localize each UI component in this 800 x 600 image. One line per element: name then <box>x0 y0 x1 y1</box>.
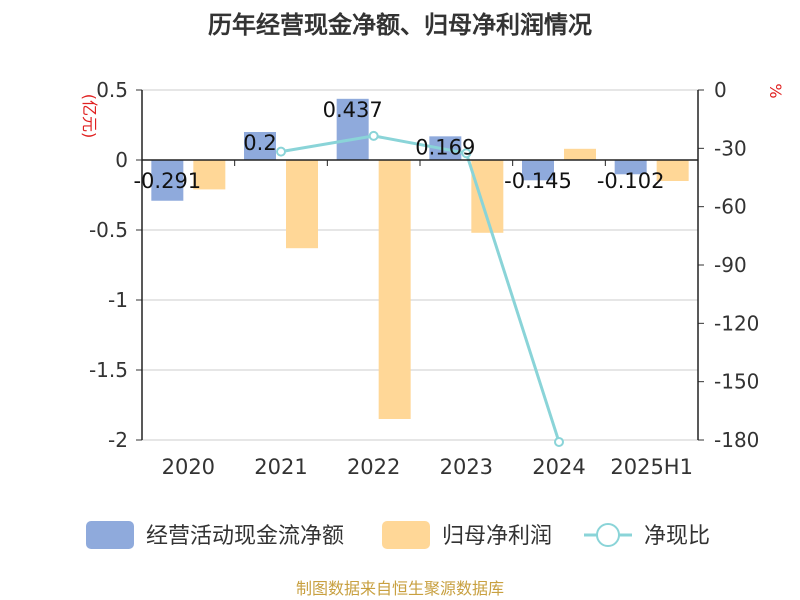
ratio-line <box>276 130 564 447</box>
ratio-point <box>461 148 472 159</box>
right-tick-label: -90 <box>714 253 747 277</box>
bars <box>151 98 689 419</box>
data-labels: -0.291 0.2 0.437 0.169 -0.145 -0.102 <box>133 98 664 193</box>
bar-cashflow <box>336 98 369 160</box>
legend-net-profit-text: 归母净利润 <box>442 524 552 549</box>
left-tick-label: -2 <box>108 428 128 452</box>
left-tick-label: -1.5 <box>89 358 128 382</box>
ratio-point <box>554 436 564 447</box>
left-tick-label: 0.5 <box>96 78 128 102</box>
left-tick-label: -0.5 <box>89 218 128 242</box>
category-label: 2023 <box>440 455 493 479</box>
ratio-polyline <box>280 134 561 443</box>
x-axis-categories: 2020 2021 2022 2023 2024 2025H1 <box>162 455 693 479</box>
ratio-point <box>276 146 286 157</box>
bar-net-profit <box>286 160 318 249</box>
legend-ratio-swatch-marker <box>596 523 620 547</box>
right-axis-ticks: 0 -30 -60 -90 -120 -150 -180 <box>698 78 759 452</box>
bar-cashflow <box>151 160 184 201</box>
cashflow-data-label: 0.2 <box>243 131 276 155</box>
category-label: 2024 <box>532 455 585 479</box>
right-tick-label: -180 <box>714 428 759 452</box>
legend-cashflow-text: 经营活动现金流净额 <box>146 524 344 549</box>
right-tick-label: -30 <box>714 136 747 160</box>
cashflow-data-label: -0.291 <box>133 169 201 193</box>
category-label: 2025H1 <box>610 455 693 479</box>
bar-net-profit <box>378 160 411 419</box>
bar-cashflow <box>614 160 647 175</box>
ratio-point <box>368 130 379 141</box>
bar-net-profit <box>656 160 689 181</box>
source-note: 制图数据来自恒生聚源数据库 <box>296 579 504 598</box>
cashflow-data-label: 0.437 <box>323 98 383 122</box>
category-label: 2021 <box>254 455 307 479</box>
cashflow-data-label: -0.102 <box>597 169 665 193</box>
cashflow-data-label: 0.169 <box>415 135 475 159</box>
left-tick-label: -1 <box>108 288 128 312</box>
left-axis-ticks: 0.5 0 -0.5 -1 -1.5 -2 <box>89 78 142 452</box>
chart-title: 历年经营现金净额、归母净利润情况 <box>208 11 592 39</box>
legend-ratio-text: 净现比 <box>644 524 710 549</box>
left-axis-unit: (亿元) <box>80 94 99 139</box>
bar-net-profit <box>564 148 596 160</box>
right-tick-label: 0 <box>714 78 727 102</box>
right-tick-label: -120 <box>714 311 759 335</box>
bar-cashflow <box>244 132 276 160</box>
left-tick-label: 0 <box>115 148 128 172</box>
category-label: 2020 <box>162 455 215 479</box>
axes <box>141 90 699 440</box>
right-axis-unit: % <box>766 83 785 98</box>
category-label: 2022 <box>347 455 400 479</box>
right-tick-label: -60 <box>714 195 747 219</box>
cashflow-data-label: -0.145 <box>504 169 572 193</box>
right-tick-label: -150 <box>714 370 759 394</box>
legend-cashflow-swatch <box>86 521 134 549</box>
legend: 经营活动现金流净额 归母净利润 净现比 <box>86 521 710 549</box>
bar-net-profit <box>193 160 226 190</box>
legend-net-profit-swatch <box>382 521 430 549</box>
bar-cashflow <box>522 160 554 181</box>
